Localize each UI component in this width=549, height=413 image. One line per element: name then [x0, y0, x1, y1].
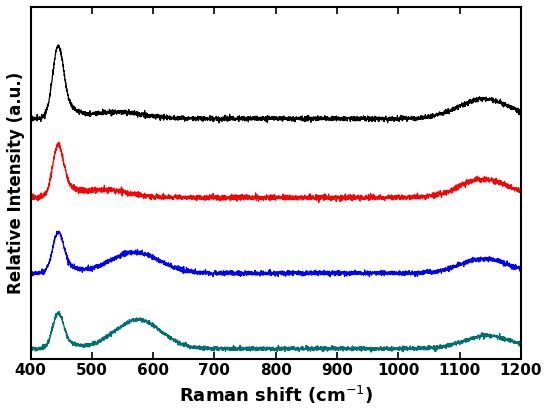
Y-axis label: Relative Intensity (a.u.): Relative Intensity (a.u.) — [7, 71, 25, 294]
X-axis label: Raman shift (cm$^{-1}$): Raman shift (cm$^{-1}$) — [178, 384, 373, 406]
